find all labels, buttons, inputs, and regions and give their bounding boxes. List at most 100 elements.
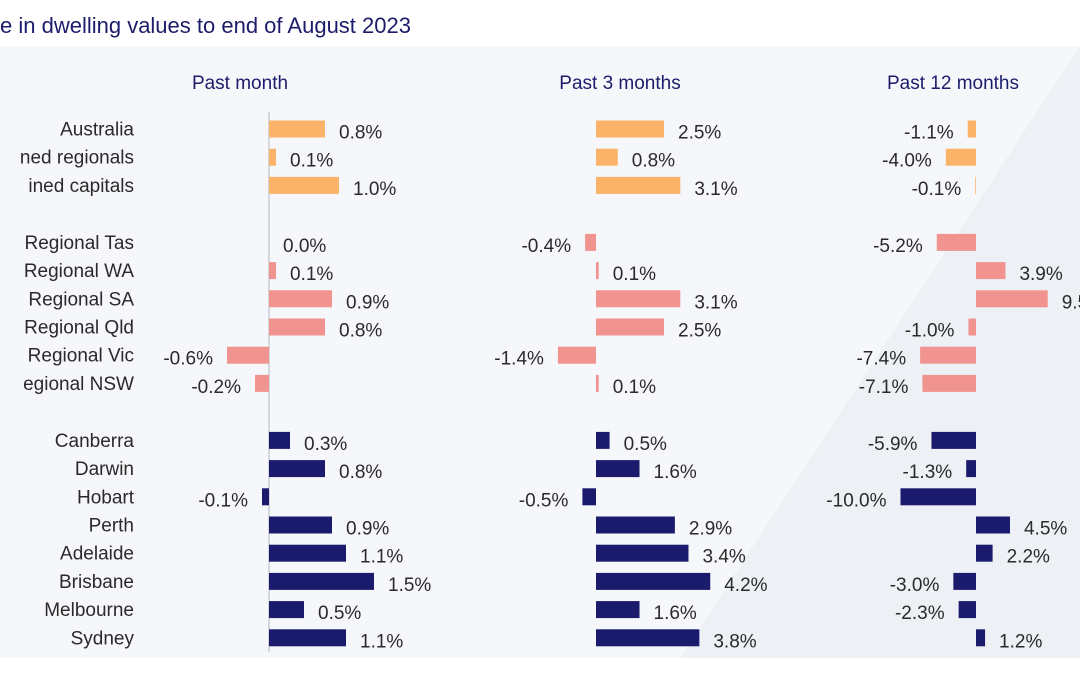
bar-past-3-months-adelaide [596, 544, 689, 562]
value-label-past-3-months-regional-wa: 0.1% [613, 264, 656, 285]
value-label-past-month-regional-sa: 0.9% [346, 292, 389, 313]
category-label-regional-sa: Regional SA [28, 289, 134, 310]
value-label-past-month-hobart: -0.1% [198, 490, 248, 511]
value-label-past-3-months-canberra: 0.5% [624, 434, 667, 455]
bar-past-3-months-melbourne [596, 601, 640, 619]
bar-past-month-ined-capitals [269, 176, 339, 194]
bar-past-12-months-ined-capitals [975, 176, 976, 194]
value-label-past-3-months-darwin: 1.6% [654, 462, 697, 483]
value-label-past-month-canberra: 0.3% [304, 434, 347, 455]
value-label-past-month-ned-regionals: 0.1% [290, 151, 333, 172]
value-label-past-12-months-regional-sa: 9.5% [1062, 292, 1080, 313]
value-label-past-3-months-perth: 2.9% [689, 519, 732, 540]
bar-past-3-months-ned-regionals [596, 148, 618, 166]
category-label-regional-vic: Regional Vic [28, 346, 134, 367]
value-label-past-month-adelaide: 1.1% [360, 547, 403, 568]
bar-past-month-ned-regionals [269, 148, 276, 166]
value-label-past-12-months-brisbane: -3.0% [890, 575, 940, 596]
value-label-past-month-perth: 0.9% [346, 519, 389, 540]
value-label-past-12-months-ned-regionals: -4.0% [882, 151, 932, 172]
category-label-egional-nsw: egional NSW [23, 374, 134, 395]
category-label-ined-capitals: ined capitals [28, 176, 134, 197]
value-label-past-12-months-hobart: -10.0% [826, 490, 886, 511]
category-label-australia: Australia [60, 120, 134, 141]
bar-past-month-regional-qld [269, 318, 325, 336]
value-label-past-12-months-regional-qld: -1.0% [905, 321, 955, 342]
panel-accent [680, 46, 1080, 658]
value-label-past-3-months-ned-regionals: 0.8% [632, 151, 675, 172]
chart-title: e in dwelling values to end of August 20… [0, 13, 411, 38]
category-label-perth: Perth [89, 516, 134, 537]
value-label-past-3-months-brisbane: 4.2% [724, 575, 767, 596]
bar-past-12-months-melbourne [958, 601, 976, 619]
bar-past-3-months-canberra [596, 431, 610, 449]
bar-past-12-months-brisbane [953, 572, 976, 590]
value-label-past-12-months-ined-capitals: -0.1% [912, 179, 962, 200]
bar-past-month-sydney [269, 629, 346, 647]
category-label-brisbane: Brisbane [59, 572, 134, 593]
value-label-past-12-months-perth: 4.5% [1024, 519, 1067, 540]
bar-past-month-regional-sa [269, 290, 332, 308]
bar-past-12-months-regional-wa [976, 262, 1006, 280]
category-label-melbourne: Melbourne [44, 600, 134, 621]
category-label-darwin: Darwin [75, 459, 134, 480]
value-label-past-3-months-hobart: -0.5% [519, 490, 569, 511]
value-label-past-month-sydney: 1.1% [360, 631, 403, 652]
bar-past-12-months-perth [976, 516, 1010, 534]
bar-past-12-months-regional-qld [968, 318, 976, 336]
bar-past-month-hobart [262, 488, 269, 506]
value-label-past-month-regional-tas: 0.0% [283, 236, 326, 257]
category-label-sydney: Sydney [71, 628, 135, 649]
value-label-past-12-months-australia: -1.1% [904, 123, 954, 144]
bar-past-month-brisbane [269, 572, 374, 590]
bar-past-month-darwin [269, 460, 325, 478]
value-label-past-month-regional-wa: 0.1% [290, 264, 333, 285]
bar-past-month-regional-wa [269, 262, 276, 280]
category-label-ned-regionals: ned regionals [20, 148, 134, 169]
bar-past-3-months-hobart [582, 488, 596, 506]
value-label-past-month-regional-qld: 0.8% [339, 321, 382, 342]
bar-past-12-months-hobart [900, 488, 976, 506]
bar-past-12-months-egional-nsw [922, 374, 976, 392]
value-label-past-12-months-egional-nsw: -7.1% [859, 377, 909, 398]
bar-past-3-months-sydney [596, 629, 700, 647]
value-label-past-12-months-regional-wa: 3.9% [1019, 264, 1062, 285]
category-label-hobart: Hobart [77, 487, 135, 508]
value-label-past-3-months-regional-tas: -0.4% [521, 236, 571, 257]
bar-past-3-months-perth [596, 516, 675, 534]
bar-past-12-months-australia [967, 120, 976, 138]
bar-past-month-perth [269, 516, 332, 534]
bar-past-3-months-darwin [596, 460, 640, 478]
panel-header-past-month: Past month [192, 73, 288, 94]
bar-past-3-months-regional-vic [557, 346, 596, 364]
bar-past-12-months-sydney [976, 629, 986, 647]
value-label-past-12-months-darwin: -1.3% [903, 462, 953, 483]
bar-past-12-months-regional-tas [936, 233, 976, 251]
value-label-past-month-darwin: 0.8% [339, 462, 382, 483]
value-label-past-month-regional-vic: -0.6% [163, 349, 213, 370]
value-label-past-3-months-regional-qld: 2.5% [678, 321, 721, 342]
value-label-past-12-months-sydney: 1.2% [999, 631, 1042, 652]
bar-past-month-melbourne [269, 601, 304, 619]
value-label-past-3-months-ined-capitals: 3.1% [694, 179, 737, 200]
value-label-past-12-months-regional-vic: -7.4% [856, 349, 906, 370]
bar-past-3-months-regional-sa [596, 290, 681, 308]
value-label-past-12-months-regional-tas: -5.2% [873, 236, 923, 257]
bar-past-12-months-darwin [966, 460, 976, 478]
category-label-regional-qld: Regional Qld [24, 318, 134, 339]
value-label-past-12-months-adelaide: 2.2% [1007, 547, 1050, 568]
category-label-canberra: Canberra [55, 431, 135, 452]
value-label-past-month-melbourne: 0.5% [318, 603, 361, 624]
category-label-regional-wa: Regional WA [24, 261, 135, 282]
category-label-regional-tas: Regional Tas [24, 233, 134, 254]
bar-past-3-months-regional-qld [596, 318, 664, 336]
value-label-past-3-months-regional-vic: -1.4% [494, 349, 544, 370]
panel-header-past-3-months: Past 3 months [559, 73, 680, 94]
bar-past-12-months-canberra [931, 431, 976, 449]
bar-past-month-adelaide [269, 544, 346, 562]
bar-past-3-months-regional-tas [585, 233, 596, 251]
value-label-past-3-months-sydney: 3.8% [713, 631, 756, 652]
value-label-past-month-ined-capitals: 1.0% [353, 179, 396, 200]
plot-area: Australia ned regionals ined capitals Regio… [20, 73, 1080, 652]
